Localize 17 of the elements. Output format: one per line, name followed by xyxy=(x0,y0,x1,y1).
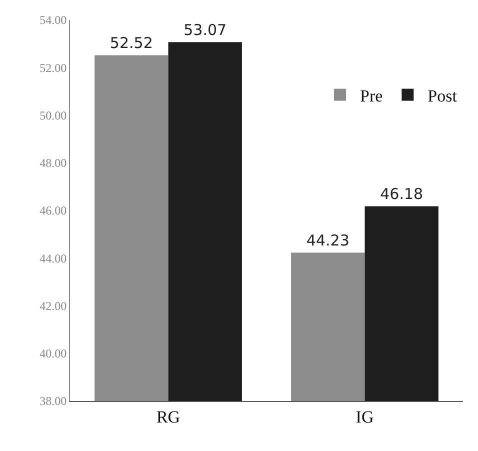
y-tick-label: 44.00 xyxy=(40,251,67,266)
y-tick-label: 52.00 xyxy=(40,60,67,75)
legend-label: Post xyxy=(428,86,458,106)
y-tick-label: 46.00 xyxy=(40,204,67,218)
x-tick-label: IG xyxy=(356,407,374,426)
y-tick-label: 54.00 xyxy=(40,13,67,28)
legend-label: Pre xyxy=(360,86,383,106)
y-tick-label: 50.00 xyxy=(40,108,67,122)
y-tick-label: 48.00 xyxy=(40,156,67,170)
x-tick-label: RG xyxy=(156,407,180,426)
y-tick-label: 38.00 xyxy=(40,394,67,408)
data-label: 52.52 xyxy=(110,34,153,52)
data-label: 44.23 xyxy=(306,232,350,250)
data-label: 46.18 xyxy=(380,185,424,204)
y-tick-label: 42.00 xyxy=(40,298,67,313)
data-label: 53.07 xyxy=(184,21,227,40)
y-tick-label: 40.00 xyxy=(40,346,67,361)
